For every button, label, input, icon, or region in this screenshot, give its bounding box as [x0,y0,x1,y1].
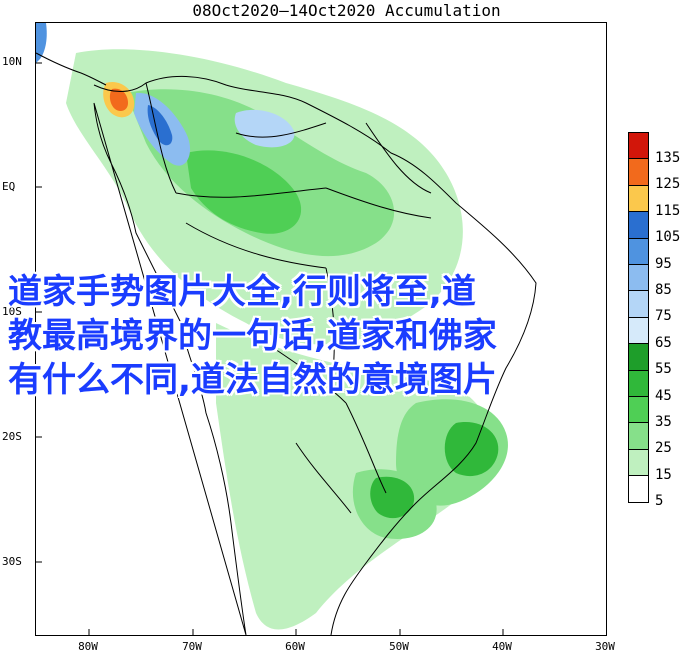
legend-label: 85 [655,282,672,298]
overlay-line-1: 道家手势图片大全,行则将至,道 [8,272,476,312]
lat-label-10s: 10S [2,305,22,318]
border-6 [265,342,347,404]
legend-label: 5 [655,493,664,510]
border-7 [345,402,387,494]
lon-label-60w: 60W [285,640,305,653]
rain-field-heavy-south [370,476,415,519]
border-10 [365,122,432,194]
south-america-coastline [93,76,537,635]
legend-swatch [628,184,649,213]
lat-label-eq: EQ [2,180,16,193]
legend-label: 75 [655,308,672,325]
axis-ticks [36,62,504,635]
rain-field-red-panama [109,88,128,111]
legend-swatch [628,158,649,186]
legend-swatch [628,475,649,503]
coastlines [36,52,537,635]
legend-label: 25 [655,440,672,457]
lon-label-70w: 70W [182,640,202,653]
central-america-coastline [36,52,107,86]
legend-label: 15 [655,466,672,483]
legend-swatch [628,448,649,477]
lon-label-50w: 50W [389,640,409,653]
border-3 [325,187,432,219]
legend-label: 55 [655,361,672,378]
lat-label-10n: 10N [2,55,22,68]
overlay-line-2: 教最高境界的一句话,道家和佛家 [8,316,497,356]
legend-label: 35 [655,414,672,430]
legend-label: 105 [655,229,681,246]
border-1 [145,82,177,194]
rain-field-light-south [216,323,491,630]
legend-label: 135 [655,150,681,166]
overlay-line-3: 有什么不同,道法自然的意境图片 [8,360,497,400]
precipitation-map [36,23,537,635]
legend-swatch [628,132,649,160]
rainfall-fields [36,23,508,630]
map-panel [35,22,607,636]
legend-label: 115 [655,202,681,219]
border-5 [325,267,335,394]
legend-swatch [628,422,649,450]
rain-field-blue-caribbean [36,23,47,63]
lon-label-40w: 40W [492,640,512,653]
border-9 [235,122,327,138]
border-2 [175,187,327,198]
lat-label-20s: 20S [2,430,22,443]
border-4 [185,222,327,269]
legend-swatch [628,211,649,239]
overlay-caption: 道家手势图片大全,行则将至,道 教最高境界的一句话,道家和佛家 有什么不同,道法… [8,270,668,402]
lon-label-30w: 30W [595,640,615,653]
map-title: 08Oct2020—14Oct2020 Accumulation [192,1,501,20]
legend-label: 125 [655,176,681,193]
lat-label-30s: 30S [2,555,22,568]
legend-label: 65 [655,334,672,351]
legend-label: 95 [655,255,672,272]
legend-label: 45 [655,387,672,404]
lon-label-80w: 80W [78,640,98,653]
border-8 [295,442,352,514]
rain-field-blue-core [147,105,173,146]
rain-field-heavy-center [186,150,302,234]
rain-field-blue-venezuela [234,109,295,148]
legend-swatch [628,237,649,265]
